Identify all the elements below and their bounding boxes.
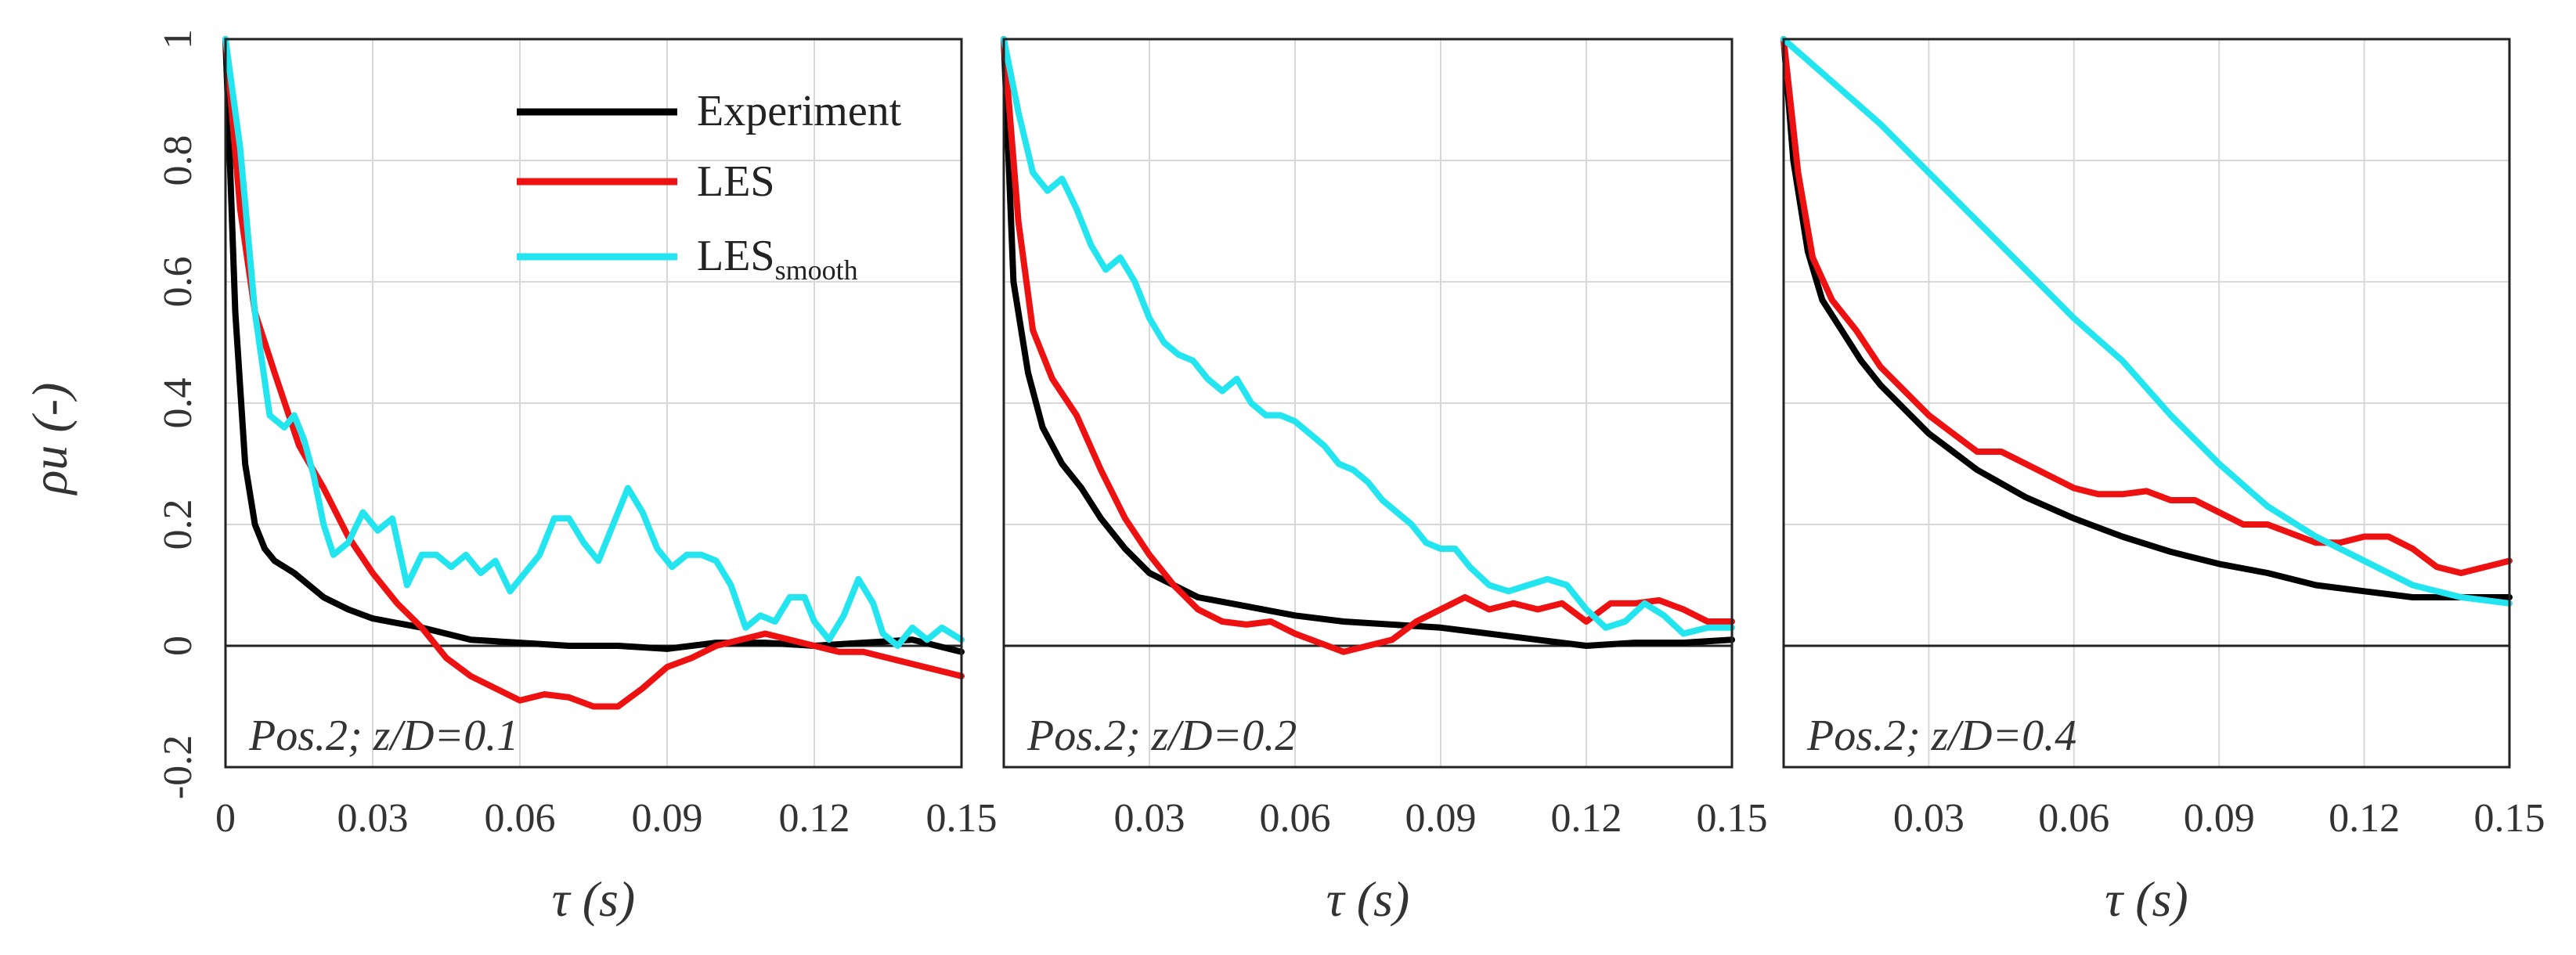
series-line-les (1001, 36, 1735, 655)
x-ticks-panel-1: 0 0.03 0.06 0.09 0.12 0.15 (215, 796, 998, 841)
panel-2-frame (1002, 38, 1734, 769)
x-tick-label: 0.15 (2474, 796, 2545, 841)
x-tick-label: 0 (215, 796, 236, 841)
y-tick-label: 1 (156, 29, 200, 49)
x-tick-label: 0.12 (779, 796, 850, 841)
x-tick-label: 0.09 (632, 796, 703, 841)
series-line-les-smooth (1780, 36, 2513, 607)
y-axis-label: ρu (-) (22, 383, 78, 496)
y-tick-label: 0.6 (156, 257, 200, 308)
series-line-experiment (1001, 36, 1735, 649)
series-line-les-smooth (222, 36, 965, 649)
panel-1-frame (224, 38, 963, 769)
x-tick-label: 0.12 (1551, 796, 1622, 841)
y-ticks-panel-1: -0.2 0 0.2 0.4 0.6 0.8 1 (156, 29, 200, 799)
y-tick-label: 0 (156, 636, 200, 656)
panel-2-annotation: Pos.2; z/D=0.2 (1026, 712, 1297, 760)
series-line-les (222, 36, 965, 710)
x-tick-label: 0.03 (1893, 796, 1964, 841)
series-line-les (1780, 36, 2513, 576)
series-line-experiment (222, 36, 965, 655)
x-tick-label: 0.06 (1260, 796, 1331, 841)
panel-3-frame (1782, 38, 2511, 769)
x-tick-label: 0.03 (337, 796, 409, 841)
series-panel-2 (1001, 36, 1735, 655)
panel-1-x-axis-label: τ (s) (552, 871, 635, 927)
y-axis-label-text: ρu (-) (22, 383, 78, 496)
panel-2-x-axis-label: τ (s) (1326, 871, 1409, 927)
legend-label-les-smooth: LESsmooth (697, 232, 858, 286)
y-tick-label: 0.8 (156, 135, 200, 186)
legend-label-les-smooth-main: LES (697, 232, 775, 280)
legend-label-les-smooth-sub: smooth (775, 254, 858, 286)
series-panel-1 (222, 36, 965, 710)
x-tick-label: 0.09 (1405, 796, 1477, 841)
y-tick-label: 0.4 (156, 378, 200, 429)
legend: Experiment LES LESsmooth (517, 87, 902, 286)
x-tick-label: 0.09 (2184, 796, 2255, 841)
x-tick-label: 0.15 (1697, 796, 1768, 841)
panel-z-d-0-4: 0.03 0.06 0.09 0.12 0.15 Pos.2; z/D=0.4 τ (s… (1780, 36, 2545, 927)
x-tick-label: 0.12 (2329, 796, 2400, 841)
panel-z-d-0-1: 0 0.03 0.06 0.09 0.12 0.15 -0.2 0 0.2 0.4 0.6 0.8 1… (156, 29, 998, 927)
panel-3-x-axis-label: τ (s) (2105, 871, 2188, 927)
panel-z-d-0-2: 0.03 0.06 0.09 0.12 0.15 Pos.2; z/D=0.2 τ (s… (1001, 36, 1768, 927)
x-ticks-panel-3: 0.03 0.06 0.09 0.12 0.15 (1893, 796, 2545, 841)
series-panel-3 (1780, 36, 2513, 607)
series-line-experiment (1780, 36, 2513, 600)
x-tick-label: 0.06 (485, 796, 556, 841)
grid-panel-3 (1784, 39, 2509, 767)
x-tick-label: 0.15 (926, 796, 998, 841)
series-line-les-smooth (1001, 36, 1735, 637)
x-tick-label: 0.06 (2038, 796, 2109, 841)
panel-3-annotation: Pos.2; z/D=0.4 (1806, 712, 2076, 760)
grid-panel-1 (225, 39, 961, 767)
grid-panel-2 (1004, 39, 1732, 767)
y-tick-label: -0.2 (156, 735, 200, 799)
y-tick-label: 0.2 (156, 499, 200, 550)
legend-label-experiment: Experiment (697, 87, 902, 135)
x-tick-label: 0.03 (1114, 796, 1185, 841)
legend-label-les: LES (697, 157, 775, 206)
panel-1-annotation: Pos.2; z/D=0.1 (248, 712, 518, 760)
x-ticks-panel-2: 0.03 0.06 0.09 0.12 0.15 (1114, 796, 1768, 841)
